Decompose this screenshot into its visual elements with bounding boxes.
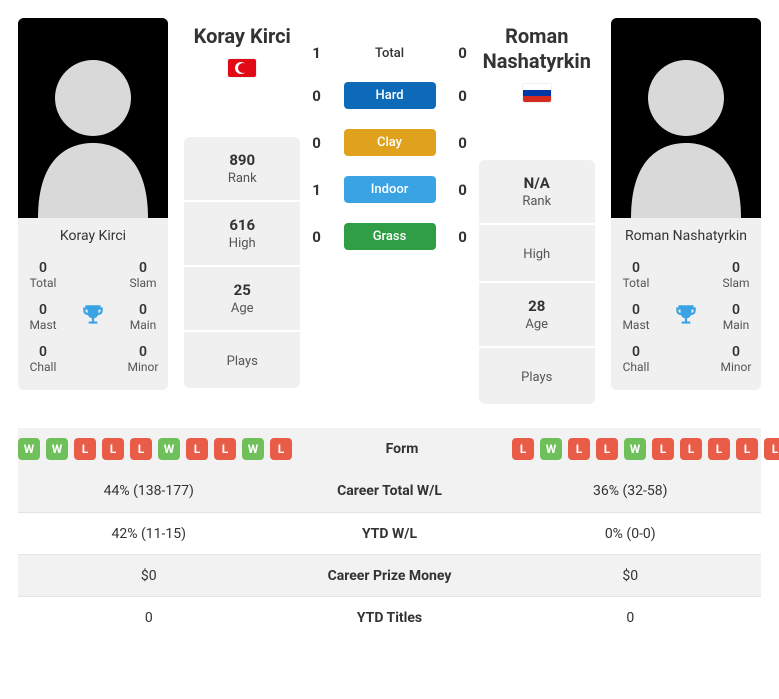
h2h-label: Hard <box>344 82 436 109</box>
form-badge: L <box>270 438 292 460</box>
player-avatar-left <box>18 18 168 218</box>
rank-card-right: N/ARank High 28Age Plays <box>479 160 595 404</box>
compare-label: Career Total W/L <box>280 483 500 499</box>
compare-left: 44% (138-177) <box>18 483 280 499</box>
h2h-left-value: 0 <box>305 87 329 105</box>
compare-row-form: WWLLLWLLWL Form LWLLWLLLLL <box>18 428 761 470</box>
rank-card-left: 890Rank 616High 25Age Plays <box>184 137 300 388</box>
form-badge: L <box>512 438 534 460</box>
compare-right: 36% (32-58) <box>500 483 762 499</box>
form-badge: W <box>242 438 264 460</box>
compare-label-form: Form <box>292 441 512 457</box>
form-badge: L <box>652 438 674 460</box>
h2h-left-value: 1 <box>305 44 329 62</box>
player-summary-left: Koray Kirci 890Rank 616High 25Age Plays <box>184 18 300 388</box>
h2h-left-value: 0 <box>305 228 329 246</box>
h2h-right-value: 0 <box>451 181 475 199</box>
head-to-head-header: Koray Kirci 0Total 0Slam 0Mast 0Main 0Ch… <box>18 18 761 404</box>
form-badge: L <box>186 438 208 460</box>
compare-row: 42% (11-15)YTD W/L0% (0-0) <box>18 512 761 554</box>
form-badge: L <box>596 438 618 460</box>
h2h-right-value: 0 <box>451 44 475 62</box>
compare-right: $0 <box>500 568 762 584</box>
comparison-table: WWLLLWLLWL Form LWLLWLLLLL 44% (138-177)… <box>18 428 761 638</box>
form-badge: W <box>540 438 562 460</box>
h2h-left-value: 0 <box>305 134 329 152</box>
h2h-row: 0 Clay 0 <box>305 129 475 156</box>
form-badge: L <box>736 438 758 460</box>
player-card-right: Roman Nashatyrkin 0Total 0Slam 0Mast 0Ma… <box>611 18 761 390</box>
h2h-surface-totals: 1Total00Hard00Clay01Indoor00Grass0 <box>305 44 475 270</box>
compare-label: YTD W/L <box>280 526 500 542</box>
compare-left: $0 <box>18 568 280 584</box>
h2h-right-value: 0 <box>451 134 475 152</box>
form-badge: L <box>130 438 152 460</box>
compare-label: YTD Titles <box>280 610 500 626</box>
form-badge: W <box>46 438 68 460</box>
h2h-right-value: 0 <box>451 228 475 246</box>
h2h-row: 1 Indoor 0 <box>305 176 475 203</box>
player-card-left: Koray Kirci 0Total 0Slam 0Mast 0Main 0Ch… <box>18 18 168 390</box>
player-stats-right: 0Total 0Slam 0Mast 0Main 0Chall 0Minor <box>611 254 761 390</box>
h2h-label: Indoor <box>344 176 436 203</box>
form-badge: L <box>568 438 590 460</box>
trophy-icon <box>661 296 711 338</box>
compare-row: 44% (138-177)Career Total W/L36% (32-58) <box>18 470 761 512</box>
player-avatar-right <box>611 18 761 218</box>
avatar-placeholder-icon <box>18 18 168 218</box>
compare-label: Career Prize Money <box>280 568 500 584</box>
h2h-right-value: 0 <box>451 87 475 105</box>
player-bigname-right: Roman Nashatyrkin <box>479 24 595 74</box>
h2h-row: 1Total0 <box>305 44 475 62</box>
flag-turkey-icon <box>228 59 256 77</box>
compare-right: 0% (0-0) <box>500 526 762 542</box>
compare-row: $0Career Prize Money$0 <box>18 554 761 596</box>
trophy-icon <box>68 296 118 338</box>
form-badge: L <box>214 438 236 460</box>
flag-russia-icon <box>523 84 551 102</box>
form-badge: W <box>18 438 40 460</box>
form-badge: W <box>158 438 180 460</box>
form-badge: L <box>102 438 124 460</box>
compare-right: 0 <box>500 610 762 626</box>
form-badge: L <box>764 438 779 460</box>
form-badges-left: WWLLLWLLWL <box>18 438 292 460</box>
h2h-label: Total <box>329 46 451 61</box>
compare-row: 0YTD Titles0 <box>18 596 761 638</box>
avatar-placeholder-icon <box>611 18 761 218</box>
h2h-label: Clay <box>344 129 436 156</box>
form-badge: L <box>680 438 702 460</box>
player-bigname-left: Koray Kirci <box>184 24 300 49</box>
form-badge: L <box>74 438 96 460</box>
player-summary-right: Roman Nashatyrkin N/ARank High 28Age Pla… <box>479 18 595 404</box>
h2h-label: Grass <box>344 223 436 250</box>
form-badge: W <box>624 438 646 460</box>
h2h-row: 0 Grass 0 <box>305 223 475 250</box>
player-name-left: Koray Kirci <box>18 218 168 254</box>
h2h-left-value: 1 <box>305 181 329 199</box>
form-badge: L <box>708 438 730 460</box>
h2h-row: 0 Hard 0 <box>305 82 475 109</box>
player-stats-left: 0Total 0Slam 0Mast 0Main 0Chall 0Minor <box>18 254 168 390</box>
player-name-right: Roman Nashatyrkin <box>611 218 761 254</box>
form-badges-right: LWLLWLLLLL <box>512 438 779 460</box>
compare-left: 0 <box>18 610 280 626</box>
compare-left: 42% (11-15) <box>18 526 280 542</box>
